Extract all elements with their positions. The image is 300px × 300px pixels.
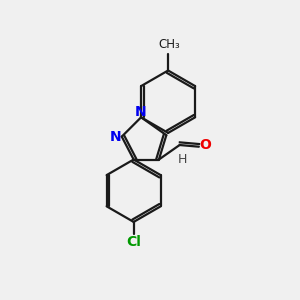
Text: H: H [177,153,187,166]
Text: Cl: Cl [126,235,141,249]
Text: N: N [135,105,146,119]
Text: N: N [110,130,121,144]
Text: CH₃: CH₃ [159,38,181,51]
Text: O: O [199,138,211,152]
